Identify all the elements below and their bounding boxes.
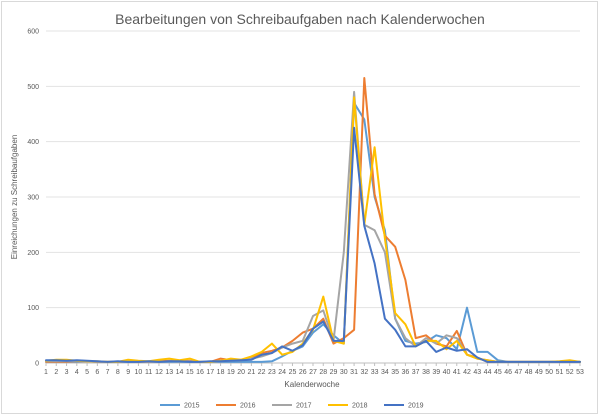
legend-label: 2017	[296, 403, 312, 410]
y-tick-label: 0	[35, 361, 39, 368]
x-tick-label: 6	[95, 369, 99, 376]
x-tick-label: 13	[165, 369, 173, 376]
x-tick-label: 19	[227, 369, 235, 376]
x-tick-label: 39	[432, 369, 440, 376]
x-tick-label: 16	[196, 369, 204, 376]
y-axis-ticks: 0 100 200 300 400 500 600	[27, 29, 39, 368]
y-tick-label: 300	[27, 195, 39, 202]
x-tick-label: 10	[135, 369, 143, 376]
x-tick-label: 9	[126, 369, 130, 376]
x-tick-label: 46	[504, 369, 512, 376]
series-lines	[45, 77, 581, 363]
legend-label: 2015	[184, 403, 200, 410]
x-tick-label: 27	[309, 369, 317, 376]
x-tick-label: 38	[422, 369, 430, 376]
series-line-2019	[45, 126, 581, 363]
x-tick-label: 23	[268, 369, 276, 376]
x-tick-label: 1	[44, 369, 48, 376]
y-tick-label: 500	[27, 84, 39, 91]
legend-label: 2018	[352, 403, 368, 410]
series-line-2018	[45, 96, 581, 363]
x-tick-label: 4	[75, 369, 79, 376]
x-tick-label: 53	[576, 369, 584, 376]
x-tick-label: 34	[381, 369, 389, 376]
x-tick-label: 30	[340, 369, 348, 376]
series-line-2016	[45, 77, 581, 363]
y-tick-label: 600	[27, 29, 39, 36]
x-tick-label: 32	[360, 369, 368, 376]
x-tick-label: 28	[319, 369, 327, 376]
x-tick-label: 5	[85, 369, 89, 376]
x-tick-label: 22	[258, 369, 266, 376]
x-tick-label: 8	[116, 369, 120, 376]
x-tick-label: 11	[145, 369, 152, 376]
x-tick-label: 49	[535, 369, 543, 376]
series-line-2017	[45, 90, 581, 363]
x-tick-label: 33	[371, 369, 379, 376]
x-tick-label: 15	[186, 369, 194, 376]
x-tick-label: 12	[155, 369, 163, 376]
legend-item-2015: 2015	[160, 403, 200, 410]
x-tick-label: 47	[514, 369, 522, 376]
x-tick-label: 43	[473, 369, 481, 376]
x-tick-label: 2	[54, 369, 58, 376]
x-tick-label: 18	[217, 369, 225, 376]
x-tick-label: 3	[65, 369, 69, 376]
legend-item-2017: 2017	[272, 403, 312, 410]
legend-item-2018: 2018	[328, 403, 368, 410]
x-tick-label: 40	[443, 369, 451, 376]
legend-item-2019: 2019	[384, 403, 424, 410]
x-tick-label: 48	[525, 369, 533, 376]
x-tick-label: 21	[247, 369, 255, 376]
x-tick-label: 44	[484, 369, 492, 376]
x-tick-label: 26	[299, 369, 307, 376]
gridlines	[46, 30, 580, 364]
x-tick-label: 51	[556, 369, 564, 376]
x-tick-label: 36	[402, 369, 410, 376]
x-tick-label: 17	[206, 369, 214, 376]
x-axis-ticks: 1 2 3 4 5 6 7 8 9 10 11 12 13 14 15 16 17 18 19 20 21 22 23 24 2…	[44, 363, 584, 376]
y-tick-label: 200	[27, 250, 39, 257]
legend-label: 2019	[408, 403, 424, 410]
legend: 2015 2016 2017 2018 2019	[160, 403, 424, 410]
x-tick-label: 37	[412, 369, 420, 376]
x-tick-label: 7	[106, 369, 110, 376]
x-tick-label: 25	[289, 369, 297, 376]
x-tick-label: 50	[545, 369, 553, 376]
x-tick-label: 29	[330, 369, 338, 376]
y-tick-label: 400	[27, 139, 39, 146]
x-tick-label: 42	[463, 369, 471, 376]
chart-title: Bearbeitungen von Schreibaufgaben nach K…	[115, 11, 485, 27]
x-tick-label: 41	[453, 369, 461, 376]
x-tick-label: 24	[278, 369, 286, 376]
x-tick-label: 14	[176, 369, 184, 376]
y-tick-label: 100	[27, 305, 39, 312]
x-tick-label: 35	[391, 369, 399, 376]
legend-item-2016: 2016	[216, 403, 256, 410]
x-axis-title: Kalenderwoche	[284, 380, 340, 389]
legend-label: 2016	[240, 403, 256, 410]
x-tick-label: 31	[350, 369, 358, 376]
x-tick-label: 45	[494, 369, 502, 376]
x-tick-label: 52	[566, 369, 574, 376]
y-axis-title: Einreichungen zu Schreibaufgaben	[10, 135, 19, 260]
x-tick-label: 20	[237, 369, 245, 376]
